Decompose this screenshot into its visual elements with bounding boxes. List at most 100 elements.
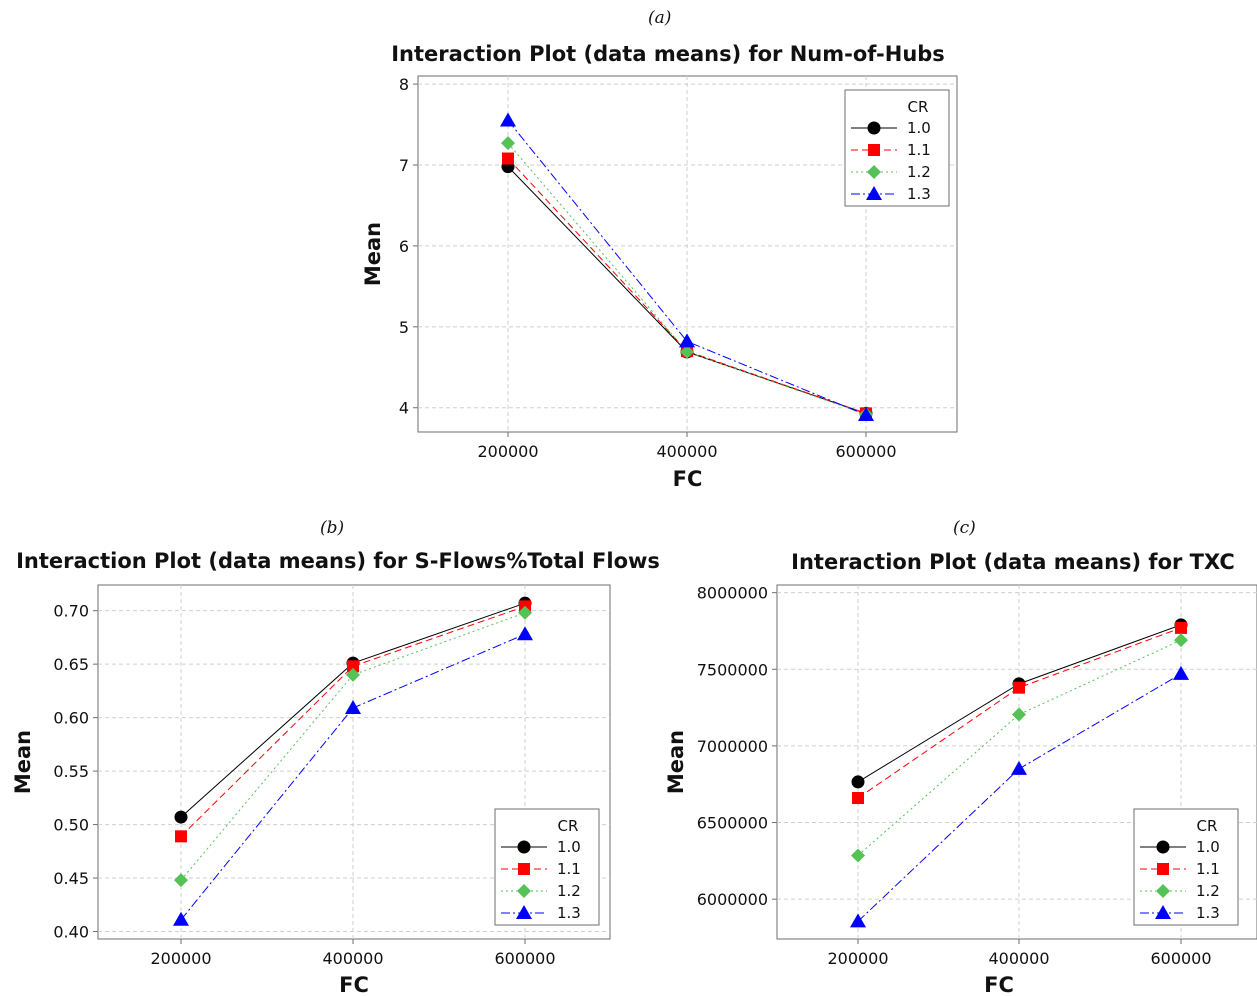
y-tick-label: 0.70 xyxy=(53,602,89,621)
legend-label-cr-1.3: 1.3 xyxy=(907,185,931,203)
y-tick-label: 0.40 xyxy=(53,923,89,942)
y-tick-label: 7 xyxy=(399,156,409,175)
legend: CR 1.0 1.1 1.2 1.3 xyxy=(494,808,600,926)
legend-label-cr-1.2: 1.2 xyxy=(1196,882,1220,900)
y-tick-label: 0.65 xyxy=(53,655,89,674)
legend-marker-cr-1.3 xyxy=(1155,905,1171,919)
legend-label-cr-1.1: 1.1 xyxy=(907,141,931,159)
legend-label-cr-1.3: 1.3 xyxy=(1196,904,1220,922)
plot-frame xyxy=(776,584,1257,940)
x-tick-label: 600000 xyxy=(494,949,555,968)
data-point-cr-1.3 xyxy=(850,913,866,928)
data-point-cr-1.2 xyxy=(851,848,865,863)
legend-label-cr-1.3: 1.3 xyxy=(557,904,581,922)
data-point-cr-1.0 xyxy=(174,810,188,824)
y-tick-label: 4 xyxy=(399,399,409,418)
chart-txc: 6000000 6500000 7000000 7500000 8000000 20000… xyxy=(664,584,1257,996)
x-tick-label: 400000 xyxy=(656,442,717,461)
legend: CR 1.0 1.1 1.2 1.3 xyxy=(1133,808,1239,926)
data-point-cr-1.1 xyxy=(175,830,187,843)
legend-marker-cr-1.2 xyxy=(1156,884,1170,898)
legend-marker-cr-1.1 xyxy=(1157,863,1169,875)
legend-title: CR xyxy=(1197,817,1218,835)
x-axis-title: FC xyxy=(339,973,369,996)
series-line-cr-1.1 xyxy=(857,627,1182,799)
data-point-cr-1.2 xyxy=(1174,633,1188,648)
data-point-cr-1.3 xyxy=(679,333,695,348)
data-point-cr-1.2 xyxy=(346,667,360,682)
x-axis-title: FC xyxy=(673,467,703,491)
data-point-cr-1.2 xyxy=(174,873,188,888)
data-point-cr-1.1 xyxy=(1013,681,1025,694)
panel-label-a: (a) xyxy=(648,8,672,28)
legend-label-cr-1.0: 1.0 xyxy=(557,838,581,856)
data-point-cr-1.3 xyxy=(500,112,516,127)
x-tick-label: 200000 xyxy=(827,949,888,968)
y-tick-label: 6000000 xyxy=(697,890,768,909)
legend-label-cr-1.2: 1.2 xyxy=(557,882,581,900)
data-point-cr-1.0 xyxy=(851,775,865,789)
data-point-cr-1.3 xyxy=(517,626,533,641)
y-tick-label: 8 xyxy=(399,75,409,94)
legend-label-cr-1.0: 1.0 xyxy=(907,119,931,137)
legend-marker-cr-1.3 xyxy=(866,186,882,200)
x-tick-label: 200000 xyxy=(477,442,538,461)
legend: CR 1.0 1.1 1.2 1.3 xyxy=(844,89,950,207)
data-point-cr-1.2 xyxy=(1012,707,1026,722)
x-tick-label: 200000 xyxy=(150,949,211,968)
x-tick-label: 600000 xyxy=(835,442,896,461)
series-line-cr-1.1 xyxy=(180,605,526,837)
legend-marker-cr-1.0 xyxy=(867,121,881,135)
legend-label-cr-1.1: 1.1 xyxy=(1196,860,1220,878)
legend-marker-cr-1.2 xyxy=(867,165,881,179)
legend-box xyxy=(844,89,950,207)
y-tick-label: 6 xyxy=(399,237,409,256)
data-point-cr-1.2 xyxy=(518,605,532,620)
y-tick-label: 0.45 xyxy=(53,869,89,888)
legend-label-cr-1.1: 1.1 xyxy=(557,860,581,878)
y-tick-label: 6500000 xyxy=(697,814,768,833)
panel-label-b: (b) xyxy=(320,518,345,538)
legend-box xyxy=(1133,808,1239,926)
chart-title-txc: Interaction Plot (data means) for TXC xyxy=(791,550,1235,574)
y-tick-label: 0.60 xyxy=(53,709,89,728)
y-tick-label: 7500000 xyxy=(697,660,768,679)
legend-label-cr-1.0: 1.0 xyxy=(1196,838,1220,856)
y-axis-title: Mean xyxy=(361,222,385,286)
y-tick-label: 7000000 xyxy=(697,737,768,756)
data-point-cr-1.3 xyxy=(1173,665,1189,680)
legend-marker-cr-1.0 xyxy=(1156,840,1170,854)
y-tick-label: 5 xyxy=(399,318,409,337)
data-point-cr-1.1 xyxy=(502,152,514,165)
x-tick-label: 600000 xyxy=(1150,949,1211,968)
chart-num-of-hubs: 4 5 6 7 8 200000 400000 600000 FC Mean CR 1.0 1.1 1.2… xyxy=(361,75,958,491)
x-tick-label: 400000 xyxy=(322,949,383,968)
legend-marker-cr-1.1 xyxy=(868,144,880,156)
legend-marker-cr-1.2 xyxy=(517,884,531,898)
plot-frame xyxy=(97,584,611,940)
data-point-cr-1.3 xyxy=(173,911,189,926)
y-axis-title: Mean xyxy=(664,730,688,794)
data-point-cr-1.3 xyxy=(345,699,361,714)
series-line-cr-1.2 xyxy=(857,639,1182,856)
legend-box xyxy=(494,808,600,926)
chart-title-s-flows: Interaction Plot (data means) for S-Flow… xyxy=(16,549,660,573)
data-point-cr-1.3 xyxy=(1011,760,1027,775)
x-axis-title: FC xyxy=(984,973,1014,996)
y-tick-label: 0.50 xyxy=(53,816,89,835)
legend-marker-cr-1.0 xyxy=(517,840,531,854)
data-point-cr-1.1 xyxy=(347,660,359,673)
legend-label-cr-1.2: 1.2 xyxy=(907,163,931,181)
chart-s-flows: 0.40 0.45 0.50 0.55 0.60 0.65 0.70 200000 400000… xyxy=(11,584,611,996)
data-point-cr-1.2 xyxy=(501,136,515,151)
y-tick-label: 0.55 xyxy=(53,762,89,781)
panel-label-c: (c) xyxy=(953,518,976,538)
data-point-cr-1.3 xyxy=(858,407,874,422)
series-line-cr-1.1 xyxy=(507,158,867,414)
legend-title: CR xyxy=(558,817,579,835)
y-axis-title: Mean xyxy=(11,730,35,794)
series-line-cr-1.2 xyxy=(507,142,867,415)
data-point-cr-1.1 xyxy=(1175,621,1187,634)
y-tick-label: 8000000 xyxy=(697,584,768,603)
